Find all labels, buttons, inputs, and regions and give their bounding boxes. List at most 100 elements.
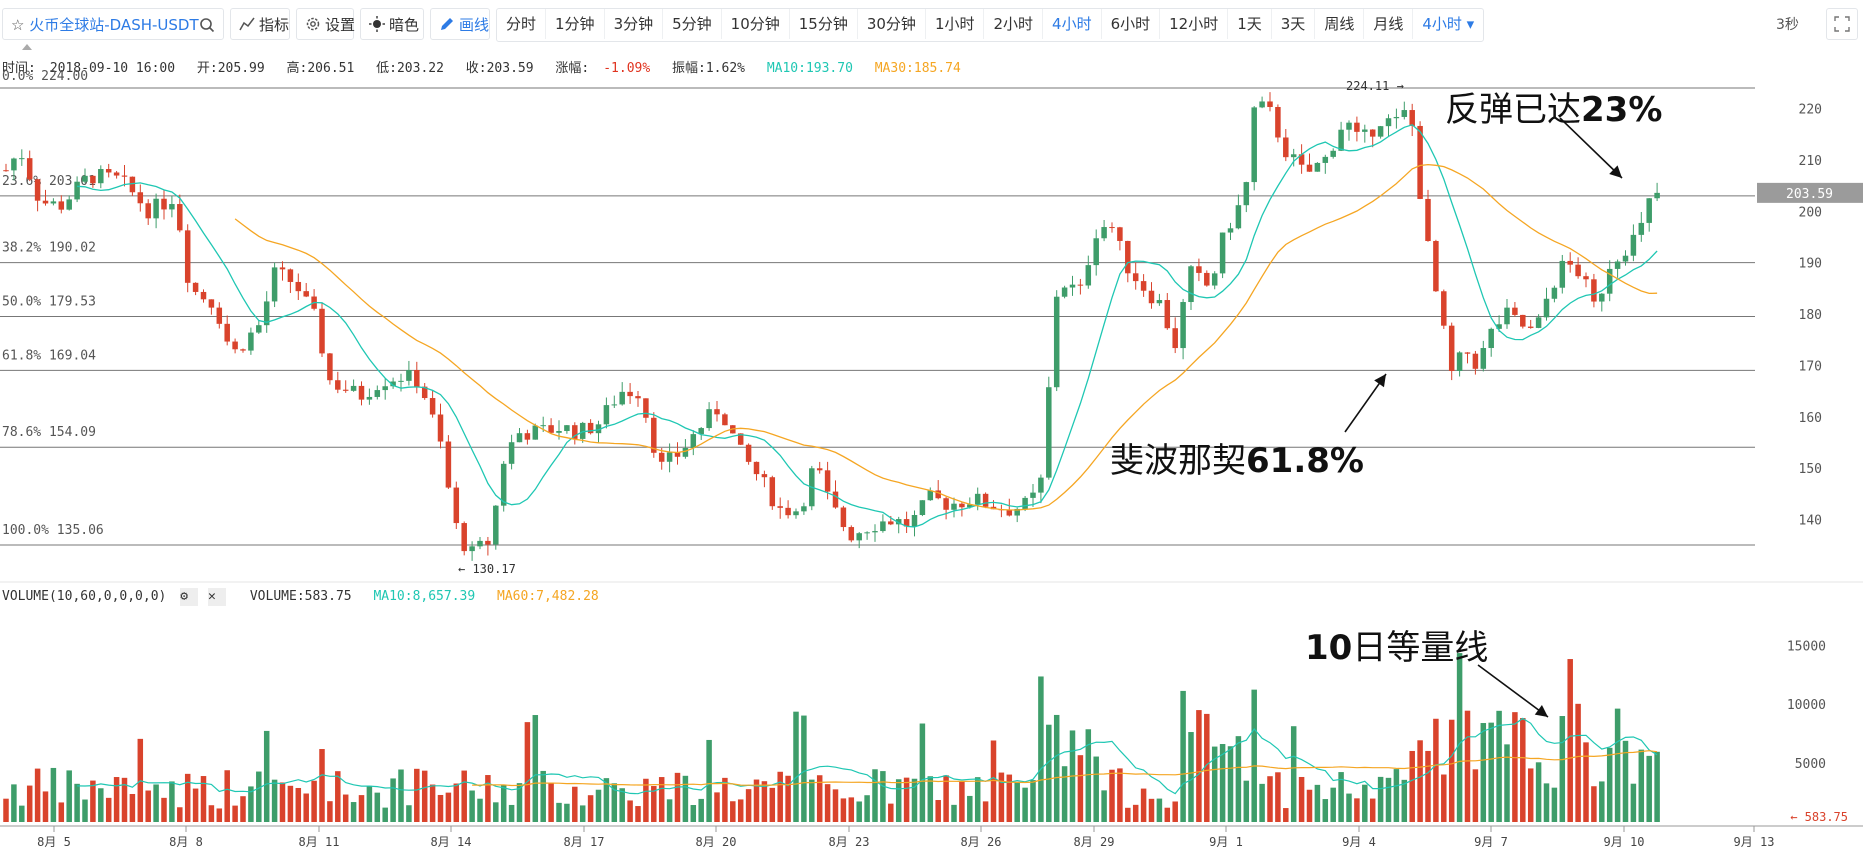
candle-body	[785, 507, 791, 516]
volume-bar	[674, 772, 681, 822]
candle-body	[248, 332, 254, 351]
candle-body	[516, 433, 523, 443]
tab-period-3[interactable]: 5分钟	[663, 9, 722, 39]
candle-body	[1496, 324, 1502, 329]
candle-body	[1401, 110, 1408, 117]
volume-bar	[98, 788, 104, 822]
volume-bar	[1188, 732, 1194, 822]
candle-body	[1456, 352, 1463, 371]
theme-button[interactable]: 暗色	[360, 8, 424, 40]
low-value: 低:203.22	[376, 61, 444, 76]
candle-body	[698, 428, 704, 435]
tab-period-13[interactable]: 3天	[1272, 9, 1316, 39]
candle-body	[493, 505, 499, 545]
volume-tick-label: 5000	[1795, 757, 1826, 772]
search-icon[interactable]	[199, 17, 215, 33]
tab-period-0[interactable]: 分时	[497, 9, 547, 39]
volume-bar	[990, 740, 997, 822]
tab-period-8[interactable]: 2小时	[984, 9, 1044, 39]
candle-body	[137, 192, 144, 204]
volume-bar	[232, 805, 238, 822]
ma-value: 10	[1305, 628, 1353, 668]
candle-body	[595, 424, 602, 434]
tab-period-12[interactable]: 1天	[1228, 9, 1272, 39]
candle-body	[34, 179, 41, 201]
volume-bar	[540, 770, 546, 822]
volume-settings-button[interactable]: ⚙	[180, 588, 199, 606]
candle-body	[769, 477, 776, 507]
tab-period-6[interactable]: 30分钟	[858, 9, 926, 39]
volume-bar	[256, 771, 262, 822]
volume-bar	[1512, 712, 1518, 822]
tab-period-7[interactable]: 1小时	[926, 9, 985, 39]
volume-bar	[1038, 676, 1044, 822]
volume-bar	[461, 770, 467, 822]
tab-period-11[interactable]: 12小时	[1160, 9, 1229, 39]
candle-body	[1488, 328, 1494, 349]
collapse-caret-icon[interactable]	[22, 44, 32, 50]
candle-body	[777, 506, 783, 508]
candle-body	[169, 204, 175, 210]
candle-body	[1504, 307, 1510, 325]
tab-period-10[interactable]: 6小时	[1102, 9, 1161, 39]
volume-bar	[429, 784, 436, 822]
volume-bar	[682, 775, 689, 822]
volume-bar	[279, 782, 286, 822]
tab-period-1[interactable]: 1分钟	[546, 9, 605, 39]
indicators-button[interactable]: 指标	[230, 8, 290, 40]
fullscreen-button[interactable]	[1826, 8, 1858, 40]
candle-body	[1441, 291, 1447, 326]
candle-body	[927, 490, 934, 501]
volume-bar	[1180, 690, 1186, 822]
candle-body	[311, 296, 317, 309]
tab-period-14[interactable]: 周线	[1315, 9, 1365, 39]
close-icon: ✕	[208, 589, 216, 604]
volume-ma10-value: MA10:8,657.39	[373, 589, 476, 604]
volume-bar	[690, 805, 697, 822]
volume-info: VOLUME(10,60,0,0,0,0) ⚙ ✕ VOLUME:583.75 …	[2, 588, 613, 606]
candle-body	[113, 172, 120, 176]
draw-button[interactable]: 画线	[430, 8, 490, 40]
volume-bar	[421, 770, 428, 822]
candle-body	[240, 349, 246, 351]
rebound-annotation: 反弹已达23%	[1445, 82, 1662, 131]
candle-body	[1211, 273, 1218, 286]
volume-bar	[1567, 659, 1573, 822]
candle-body	[1646, 198, 1652, 223]
volume-bar	[974, 777, 981, 822]
symbol-selector[interactable]: ☆ 火币全球站-DASH-USDT	[2, 8, 224, 40]
volume-bar	[998, 772, 1005, 822]
volume-bar	[1030, 780, 1036, 822]
candle-body	[611, 404, 618, 406]
tab-period-9[interactable]: 4小时	[1043, 9, 1102, 39]
candle-body	[832, 491, 839, 508]
volume-bar	[848, 797, 855, 822]
tab-period-15[interactable]: 月线	[1364, 9, 1414, 39]
candle-body	[469, 546, 475, 552]
volume-close-button[interactable]: ✕	[208, 588, 227, 606]
volume-bar	[26, 785, 33, 822]
volume-bar	[1117, 768, 1123, 822]
volume-bar	[1172, 801, 1178, 822]
volume-ma60-line	[472, 750, 1658, 787]
volume-bar	[959, 781, 965, 822]
tab-period-4[interactable]: 10分钟	[722, 9, 790, 39]
star-icon[interactable]: ☆	[11, 16, 25, 34]
refresh-interval[interactable]: 3秒	[1776, 17, 1799, 33]
candle-body	[342, 389, 349, 391]
fib-label: 100.0% 135.06	[2, 523, 104, 538]
tab-period-5[interactable]: 15分钟	[790, 9, 858, 39]
candle-body	[1346, 122, 1352, 130]
symbol-label: 火币全球站-DASH-USDT	[29, 16, 199, 34]
volume-bar	[153, 784, 159, 822]
period-select[interactable]: 4小时 ▾	[1422, 15, 1475, 33]
date-tick-label: 8月 14	[431, 835, 472, 849]
volume-bar	[524, 722, 531, 822]
volume-bar	[469, 790, 475, 822]
candle-body	[1117, 227, 1123, 241]
fib-label: 38.2% 190.02	[2, 241, 96, 256]
settings-button[interactable]: 设置	[296, 8, 355, 40]
volume-bar	[311, 780, 317, 822]
tab-period-2[interactable]: 3分钟	[605, 9, 664, 39]
